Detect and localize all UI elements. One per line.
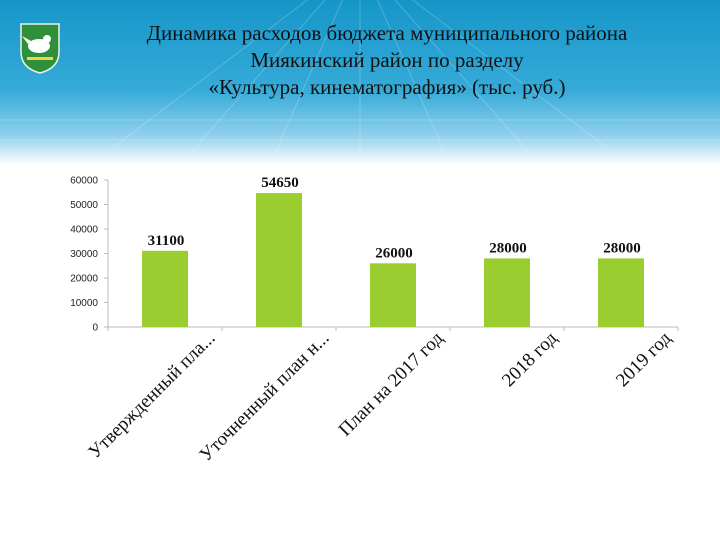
bar [598, 258, 644, 327]
bar [256, 193, 302, 327]
y-tick-label: 30000 [70, 249, 98, 260]
data-label: 54650 [261, 175, 299, 191]
y-tick-label: 50000 [70, 200, 98, 211]
y-tick-label: 0 [92, 323, 98, 334]
bar [484, 258, 530, 327]
y-tick-label: 20000 [70, 274, 98, 285]
data-label: 31100 [148, 233, 185, 249]
bar [370, 263, 416, 327]
category-label: Уточненный план н... [196, 328, 334, 466]
slide-header: Динамика расходов бюджета муниципального… [0, 0, 720, 165]
slide-title: Динамика расходов бюджета муниципального… [62, 20, 712, 101]
coat-of-arms-logo [19, 22, 61, 74]
category-label: 2018 год [498, 327, 562, 391]
data-label: 26000 [375, 245, 413, 261]
category-label: План на 2017 год [335, 327, 448, 440]
header-decoration [0, 0, 720, 165]
title-line-2: Миякинский район по разделу [250, 48, 524, 72]
title-line-1: Динамика расходов бюджета муниципального… [146, 21, 628, 45]
y-tick-label: 60000 [70, 176, 98, 187]
data-label: 28000 [489, 240, 527, 256]
category-label: Утвержденный пла... [84, 328, 219, 463]
category-label: 2019 год [612, 327, 676, 391]
y-tick-label: 40000 [70, 225, 98, 236]
title-line-3: «Культура, кинематография» (тыс. руб.) [208, 75, 566, 99]
bar [142, 250, 188, 327]
y-tick-label: 10000 [70, 298, 98, 309]
data-label: 28000 [603, 240, 641, 256]
